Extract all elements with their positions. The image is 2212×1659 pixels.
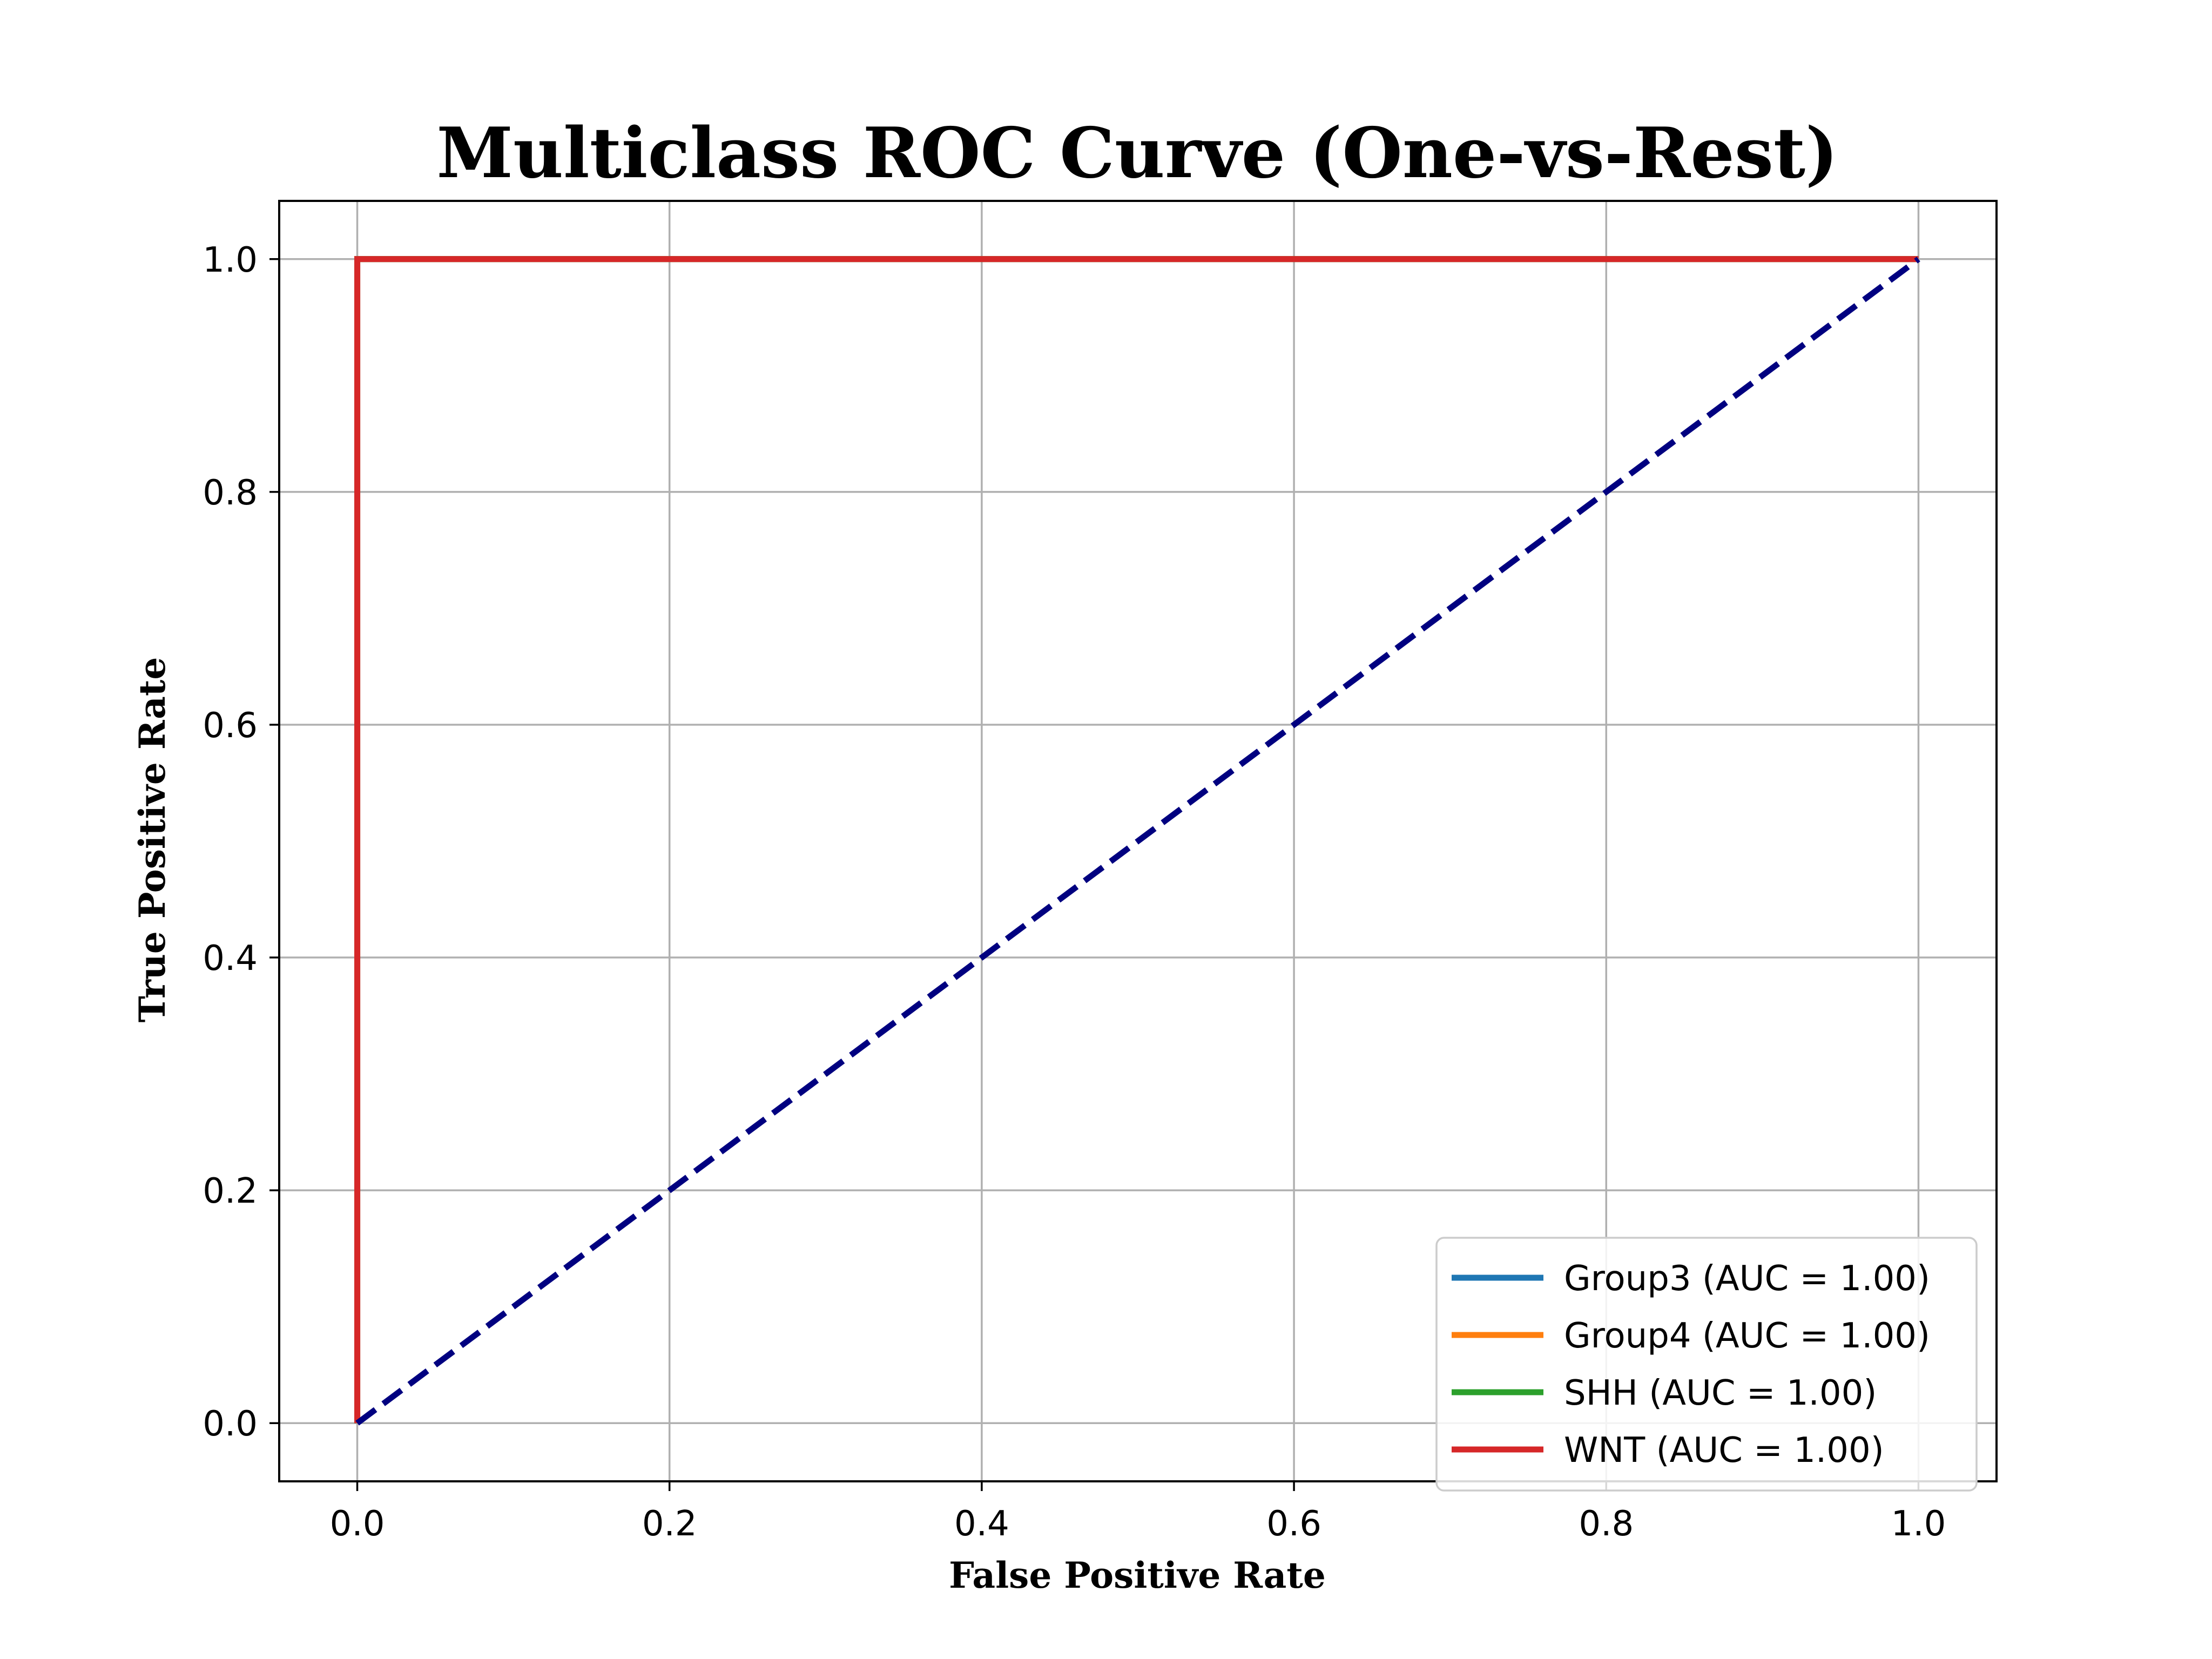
x-tick-label: 0.8	[1579, 1504, 1634, 1544]
y-tick-label: 0.2	[203, 1171, 258, 1211]
x-tick-label: 0.2	[642, 1504, 697, 1544]
y-tick-label: 0.8	[203, 473, 258, 513]
y-tick-label: 1.0	[203, 240, 258, 280]
legend-label: WNT (AUC = 1.00)	[1564, 1431, 1884, 1471]
ticks: 0.0 0.2 0.4 0.6 0.8 1.0 0.0 0.2 0.4 0.6 0.8 1.0	[203, 240, 1946, 1544]
grid	[279, 201, 1997, 1481]
legend-label: Group3 (AUC = 1.00)	[1564, 1259, 1930, 1299]
legend: Group3 (AUC = 1.00) Group4 (AUC = 1.00) SH…	[1435, 1237, 1978, 1492]
legend-label: SHH (AUC = 1.00)	[1564, 1373, 1877, 1413]
series-layer	[354, 256, 1920, 1426]
legend-label: Group4 (AUC = 1.00)	[1564, 1316, 1930, 1356]
y-axis-label: True Positive Rate	[131, 657, 173, 1023]
y-tick-label: 0.6	[203, 706, 258, 746]
chance-diagonal-line	[355, 257, 1920, 1426]
legend-box	[1435, 1237, 1978, 1492]
x-axis-label: False Positive Rate	[949, 1554, 1326, 1596]
x-tick-label: 0.6	[1266, 1504, 1321, 1544]
plot-frame	[278, 200, 1998, 1482]
y-tick-label: 0.4	[203, 939, 258, 979]
x-tick-label: 1.0	[1891, 1504, 1946, 1544]
roc-curve-line	[354, 256, 1919, 1424]
x-tick-label: 0.4	[954, 1504, 1009, 1544]
y-tick-label: 0.0	[203, 1404, 258, 1444]
chart-title: Multiclass ROC Curve (One-vs-Rest)	[436, 113, 1838, 194]
x-tick-label: 0.0	[330, 1504, 385, 1544]
